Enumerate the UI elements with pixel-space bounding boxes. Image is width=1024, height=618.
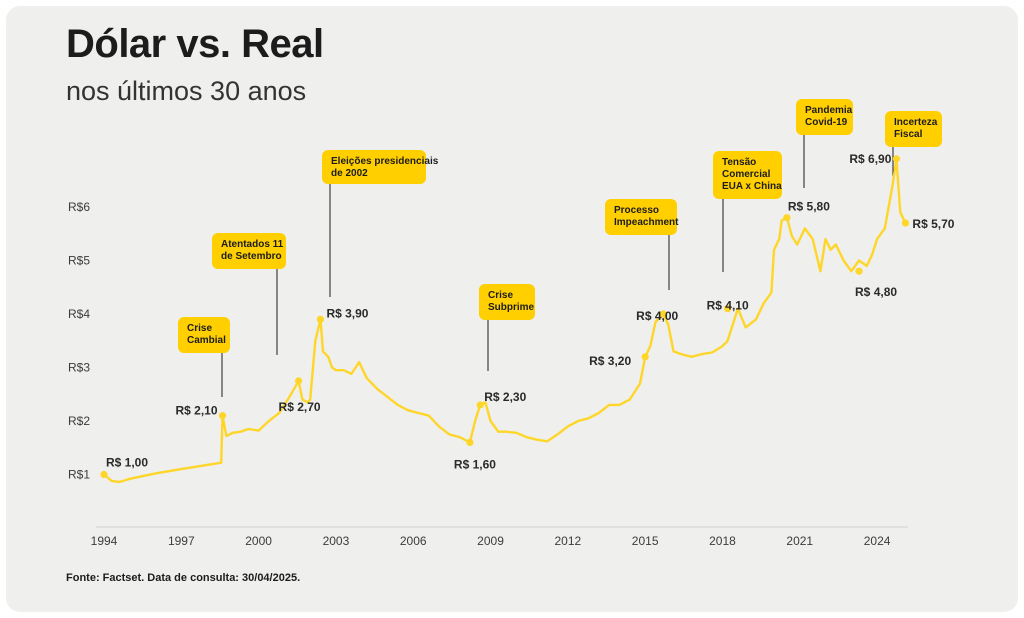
annotation-text: Processo <box>614 205 659 216</box>
value-label: R$ 5,70 <box>912 217 954 231</box>
data-point <box>724 305 732 313</box>
series-line <box>102 157 907 484</box>
y-tick-label: R$1 <box>68 468 90 482</box>
source-note: Fonte: Factset. Data de consulta: 30/04/… <box>66 572 301 584</box>
data-point <box>855 267 863 275</box>
value-label: R$ 2,70 <box>279 400 321 414</box>
value-label: R$ 3,90 <box>326 306 368 320</box>
annotation-text: Subprime <box>488 302 535 313</box>
value-labels: R$ 1,00 R$ 2,10 R$ 2,70 R$ 3,90 R$ 1,60 R$ 2,… <box>106 152 955 472</box>
x-tick-label: 2024 <box>864 534 891 548</box>
data-point <box>476 401 484 409</box>
y-tick-label: R$3 <box>68 361 90 375</box>
x-tick-label: 2015 <box>632 534 659 548</box>
chart-title: Dólar vs. Real <box>66 22 324 66</box>
y-tick-label: R$4 <box>68 307 90 321</box>
annotation-text: de Setembro <box>221 251 282 262</box>
chart-subtitle: nos últimos 30 anos <box>66 76 307 106</box>
annotation-text: EUA x China <box>722 181 782 192</box>
value-label: R$ 2,30 <box>484 390 526 404</box>
x-tick-label: 2018 <box>709 534 736 548</box>
annotation-box <box>796 99 853 135</box>
annotation-text: Comercial <box>722 169 771 180</box>
series-layer <box>102 157 907 484</box>
data-point <box>294 377 303 385</box>
data-point <box>316 315 325 323</box>
annotation-text: de 2002 <box>331 168 368 179</box>
data-point <box>901 219 910 227</box>
annotation-text: Tensão <box>722 157 756 168</box>
annotation-text: Fiscal <box>894 129 923 140</box>
data-point <box>783 214 791 222</box>
annotation-box <box>605 199 677 235</box>
annotation-text: Atentados 11 <box>221 239 284 250</box>
annotation-text: Pandemia <box>805 105 853 116</box>
data-point <box>892 155 901 163</box>
x-tick-label: 2021 <box>786 534 813 548</box>
y-tick-label: R$6 <box>68 200 90 214</box>
x-tick-label: 2006 <box>400 534 427 548</box>
x-tick-label: 1997 <box>168 534 195 548</box>
x-tick-label: 2003 <box>323 534 350 548</box>
annotation-box <box>178 317 230 353</box>
highlight-points <box>100 155 910 479</box>
annotation-stems <box>221 135 894 397</box>
annotation-text: Crise <box>187 323 212 334</box>
value-label: R$ 1,00 <box>106 456 148 470</box>
x-tick-label: 2000 <box>245 534 272 548</box>
y-tick-label: R$5 <box>68 254 90 268</box>
annotation-box <box>885 111 942 147</box>
value-label: R$ 2,10 <box>176 404 218 418</box>
x-tick-label: 2009 <box>477 534 504 548</box>
annotation-box <box>322 150 426 184</box>
annotation-text: Covid-19 <box>805 117 848 128</box>
x-tick-label: 2012 <box>554 534 581 548</box>
annotation-text: Eleições presidenciais <box>331 156 439 167</box>
data-point <box>641 353 649 361</box>
value-label: R$ 4,10 <box>707 299 749 313</box>
value-label: R$ 4,80 <box>855 285 897 299</box>
data-point <box>659 310 667 318</box>
data-point <box>218 412 227 420</box>
x-tick-label: 1994 <box>91 534 118 548</box>
annotation-text: Incerteza <box>894 117 938 128</box>
y-tick-label: R$2 <box>68 414 90 428</box>
annotation-text: Cambial <box>187 335 226 346</box>
data-point <box>100 470 108 479</box>
annotation-box <box>212 233 286 269</box>
axes: R$1 R$2 R$3 R$4 R$5 R$6 1994 1997 2000 2003 2006 20… <box>68 200 908 548</box>
annotation-text: Impeachment <box>614 217 679 228</box>
value-label: R$ 6,90 <box>849 152 891 166</box>
value-label: R$ 1,60 <box>454 457 496 471</box>
annotation-box <box>479 284 535 320</box>
value-label: R$ 4,00 <box>636 309 678 323</box>
value-label: R$ 5,80 <box>788 200 830 214</box>
value-label: R$ 3,20 <box>589 354 631 368</box>
data-point <box>466 438 474 446</box>
annotation-text: Crise <box>488 290 513 301</box>
annotation-box <box>713 151 782 199</box>
